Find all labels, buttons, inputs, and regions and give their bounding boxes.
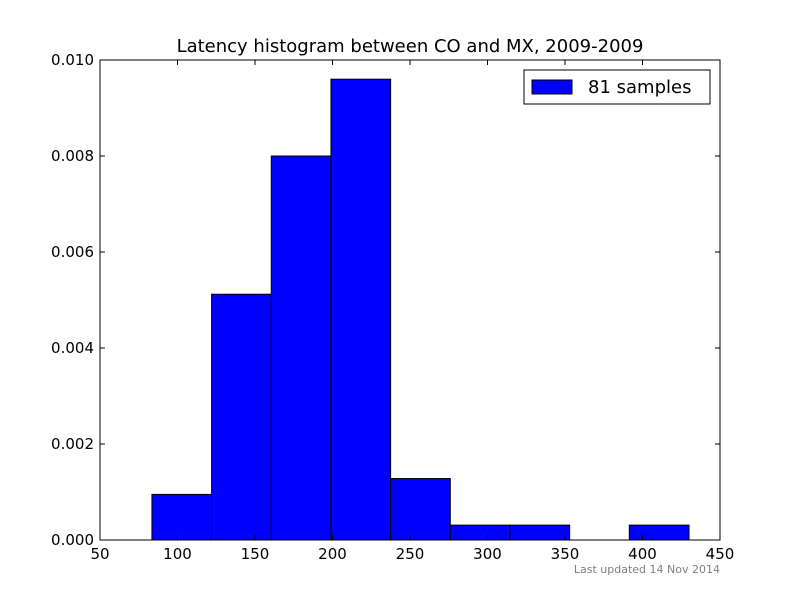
histogram-bars: [151, 78, 690, 541]
x-tick-label-0: 50: [90, 545, 109, 563]
x-tick-label-2: 150: [241, 545, 270, 563]
x-tick-label-5: 300: [473, 545, 502, 563]
legend-swatch: [531, 79, 573, 95]
legend-label: 81 samples: [588, 77, 691, 98]
y-tick-label-3: 0.006: [51, 243, 94, 261]
histogram-bar-0: [151, 493, 213, 541]
x-tick-label-3: 200: [318, 545, 347, 563]
x-axis-ticks: 50 100 150 200 250 300 350 400 450: [90, 60, 734, 563]
histogram-bar-1: [211, 293, 272, 541]
x-tick-label-1: 100: [163, 545, 192, 563]
legend: 81 samples: [523, 69, 711, 105]
y-tick-label-2: 0.004: [51, 339, 94, 357]
y-tick-label-0: 0.000: [51, 531, 94, 549]
y-tick-label-4: 0.008: [51, 147, 94, 165]
histogram-bar-5: [449, 524, 511, 541]
x-tick-label-4: 250: [396, 545, 425, 563]
last-updated-note: Last updated 14 Nov 2014: [573, 563, 720, 576]
histogram-bar-6: [509, 524, 571, 541]
histogram-bar-4: [390, 478, 451, 541]
y-axis-ticks: 0.000 0.002 0.004 0.006 0.008 0.010: [51, 51, 720, 549]
x-tick-label-7: 400: [628, 545, 657, 563]
y-tick-label-1: 0.002: [51, 435, 94, 453]
histogram-bar-8: [628, 524, 690, 541]
histogram-bar-2: [270, 155, 332, 541]
chart-title: Latency histogram between CO and MX, 200…: [177, 36, 644, 57]
x-tick-label-8: 450: [706, 545, 735, 563]
y-tick-label-5: 0.010: [51, 51, 94, 69]
plot-frame: [99, 59, 721, 541]
x-tick-label-6: 350: [551, 545, 580, 563]
histogram-bar-3: [330, 78, 392, 541]
